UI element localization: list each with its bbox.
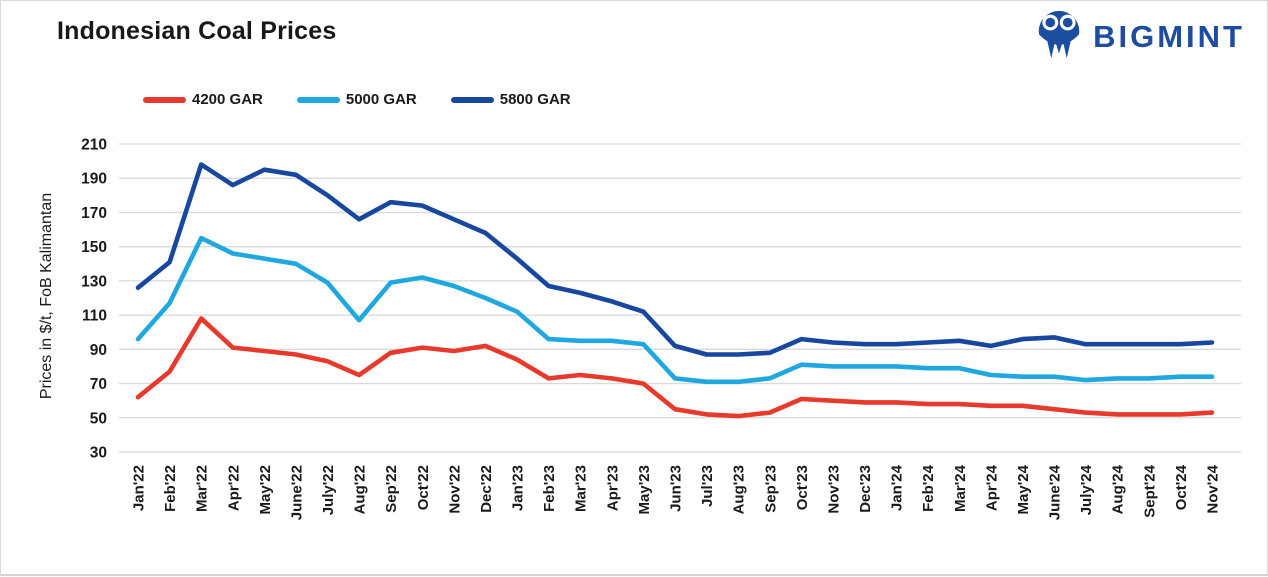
x-tick-label: Nov'22 [446,465,463,514]
x-tick-label: Oct'23 [794,465,811,510]
legend-item-5000-gar: 5000 GAR [296,91,417,108]
x-tick-label: Oct'24 [1173,464,1190,510]
x-tick-label: Dec'22 [478,465,495,513]
chart-legend: 4200 GAR 5000 GAR 5800 GAR [143,91,571,108]
x-tick-label: Apr'23 [604,465,621,511]
page-title: Indonesian Coal Prices [57,17,337,45]
y-tick-label: 30 [90,445,107,462]
y-tick-label: 150 [81,239,107,256]
x-tick-label: Mar'24 [952,464,969,512]
y-tick-label: 70 [90,376,107,393]
x-tick-label: Dec'23 [857,465,874,513]
x-tick-label: Aug'24 [1110,464,1127,514]
x-tick-label: Feb'24 [920,464,937,512]
legend-label: 4200 GAR [192,91,263,108]
brand-name: BIGMINT [1093,19,1245,54]
legend-swatch-5800-gar [450,96,494,103]
legend-item-4200-gar: 4200 GAR [143,91,263,108]
x-tick-label: June'24 [1047,464,1064,520]
legend-label: 5800 GAR [499,91,571,108]
x-tick-label: July'24 [1078,464,1095,515]
x-tick-label: Mar'23 [573,465,590,512]
x-tick-label: Jul'23 [699,465,716,507]
x-tick-label: Aug'23 [731,465,748,514]
legend-swatch-5000-gar [296,96,340,103]
bigmint-logo-icon [1038,10,1080,65]
x-tick-label: Feb'23 [541,465,558,512]
x-tick-label: July'22 [320,465,337,515]
x-tick-label: Nov'23 [825,465,842,514]
y-tick-label: 210 [81,137,107,154]
x-tick-label: May'22 [257,465,274,514]
legend-item-5800-gar: 5800 GAR [450,91,571,108]
x-tick-label: Sep'23 [762,465,779,513]
series-line-4200-gar [135,316,1215,419]
series-line-5000-gar [135,235,1215,385]
x-tick-label: Oct'22 [415,465,432,510]
legend-label: 5000 GAR [345,91,417,108]
x-tick-label: Jan'22 [131,465,148,511]
x-tick-label: Sep'22 [383,465,400,513]
brand-logo: BIGMINT [1035,9,1245,65]
x-tick-label: Jun'23 [668,465,685,512]
x-tick-label: Jan'24 [889,464,906,511]
x-tick-label: Feb'22 [162,465,179,512]
x-tick-label: May'24 [1015,464,1032,514]
series-line-5800-gar [135,162,1215,357]
x-tick-label: Nov'24 [1205,464,1222,513]
y-tick-label: 130 [81,273,107,290]
y-tick-label: 170 [81,205,107,222]
y-tick-label: 190 [81,171,107,188]
x-tick-label: June'22 [288,465,305,520]
y-tick-label: 50 [90,410,107,427]
x-tick-label: May'23 [636,465,653,514]
y-tick-label: 90 [90,342,107,359]
y-tick-label: 110 [82,308,107,325]
x-tick-label: Mar'22 [194,465,211,512]
legend-swatch-4200-gar [143,96,186,103]
x-tick-label: Apr'22 [225,465,242,511]
x-tick-label: Jan'23 [510,465,527,511]
x-tick-label: Aug'22 [352,465,369,514]
x-tick-label: Apr'24 [983,464,1000,511]
x-tick-label: Sept'24 [1141,464,1158,517]
